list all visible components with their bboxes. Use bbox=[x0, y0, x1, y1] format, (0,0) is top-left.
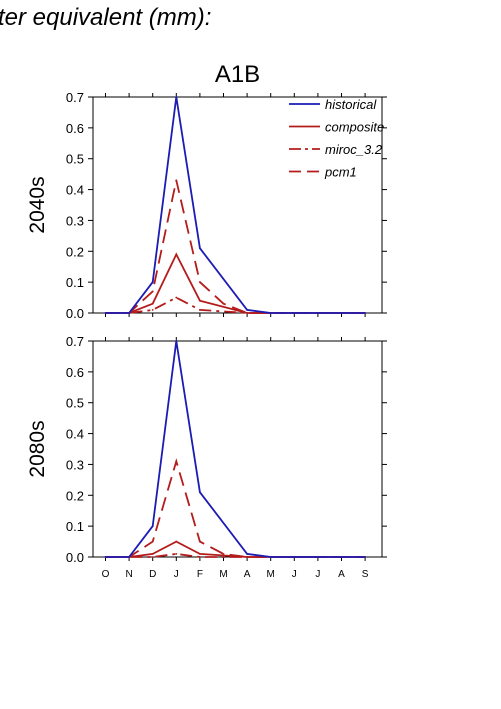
plot-frame bbox=[92, 96, 383, 314]
x-tick-label: M bbox=[219, 569, 227, 580]
data-point bbox=[104, 312, 107, 314]
data-point bbox=[340, 556, 343, 558]
y-tick-label: 0.6 bbox=[66, 365, 84, 380]
data-point bbox=[175, 460, 178, 463]
data-point bbox=[269, 556, 272, 558]
y-tick-label: 0.0 bbox=[66, 550, 84, 565]
y-tick-label: 0.5 bbox=[66, 396, 84, 411]
y-tick-label: 0.4 bbox=[66, 427, 84, 442]
data-point bbox=[175, 96, 178, 98]
plot-frame bbox=[92, 340, 383, 558]
data-point bbox=[175, 540, 178, 543]
data-point bbox=[175, 296, 178, 299]
data-point bbox=[151, 302, 154, 305]
data-point bbox=[364, 312, 366, 314]
data-point bbox=[151, 553, 154, 555]
data-point bbox=[128, 312, 131, 314]
x-tick-label: J bbox=[315, 569, 320, 580]
data-point bbox=[317, 556, 319, 558]
legend-label: pcm1 bbox=[324, 165, 357, 180]
y-tick-label: 0.5 bbox=[66, 152, 84, 167]
data-point bbox=[175, 253, 178, 256]
series-line-composite bbox=[105, 252, 366, 314]
data-point bbox=[199, 299, 201, 302]
data-point bbox=[317, 312, 319, 314]
x-tick-label: A bbox=[338, 569, 345, 580]
data-point bbox=[199, 247, 201, 250]
x-tick-label: N bbox=[125, 569, 132, 580]
data-point bbox=[199, 309, 201, 311]
data-point bbox=[293, 556, 296, 558]
legend-label: miroc_3.2 bbox=[325, 142, 383, 157]
series-line-pcm1 bbox=[105, 458, 366, 558]
y-tick-label: 0.6 bbox=[66, 121, 84, 136]
x-tick-label: S bbox=[362, 569, 369, 580]
y-tick-label: 0.1 bbox=[66, 519, 84, 534]
data-point bbox=[199, 281, 201, 284]
y-tick-label: 0.2 bbox=[66, 488, 84, 503]
data-point bbox=[199, 553, 201, 555]
data-point bbox=[151, 556, 154, 558]
page-header: ter equivalent (mm): bbox=[0, 4, 212, 31]
panel-label: 2080s bbox=[26, 420, 49, 477]
y-tick-label: 0.4 bbox=[66, 183, 84, 198]
series-line-historical bbox=[105, 340, 366, 558]
data-point bbox=[104, 556, 107, 558]
data-point bbox=[199, 556, 201, 558]
data-point bbox=[199, 491, 201, 494]
x-tick-label: A bbox=[244, 569, 251, 580]
data-point bbox=[151, 540, 154, 543]
data-point bbox=[151, 290, 154, 293]
data-point bbox=[175, 553, 178, 555]
data-point bbox=[199, 540, 201, 543]
data-point bbox=[175, 340, 178, 342]
y-tick-label: 0.1 bbox=[66, 275, 84, 290]
x-tick-label: J bbox=[292, 569, 297, 580]
y-tick-label: 0.3 bbox=[66, 213, 84, 228]
data-point bbox=[222, 553, 225, 555]
data-point bbox=[269, 312, 272, 314]
data-point bbox=[222, 302, 225, 305]
chart-title: A1B bbox=[215, 61, 260, 88]
x-tick-label: D bbox=[149, 569, 156, 580]
data-point bbox=[151, 525, 154, 528]
data-point bbox=[246, 309, 249, 311]
y-tick-label: 0.3 bbox=[66, 457, 84, 472]
y-tick-label: 0.7 bbox=[66, 90, 84, 105]
x-tick-label: J bbox=[174, 569, 179, 580]
data-point bbox=[128, 556, 131, 558]
data-point bbox=[364, 556, 366, 558]
data-point bbox=[151, 309, 154, 311]
data-point bbox=[175, 179, 178, 182]
data-point bbox=[151, 281, 154, 284]
x-tick-label: O bbox=[102, 569, 110, 580]
y-tick-label: 0.7 bbox=[66, 334, 84, 349]
data-point bbox=[246, 553, 249, 555]
data-point bbox=[293, 312, 296, 314]
y-tick-label: 0.0 bbox=[66, 306, 84, 321]
legend-label: historical bbox=[325, 97, 377, 112]
x-tick-label: M bbox=[267, 569, 275, 580]
x-tick-label: F bbox=[197, 569, 203, 580]
data-point bbox=[246, 556, 249, 558]
y-tick-label: 0.2 bbox=[66, 244, 84, 259]
data-point bbox=[340, 312, 343, 314]
data-point bbox=[246, 312, 249, 314]
panel-label: 2040s bbox=[26, 176, 49, 233]
legend-label: composite bbox=[325, 120, 384, 135]
